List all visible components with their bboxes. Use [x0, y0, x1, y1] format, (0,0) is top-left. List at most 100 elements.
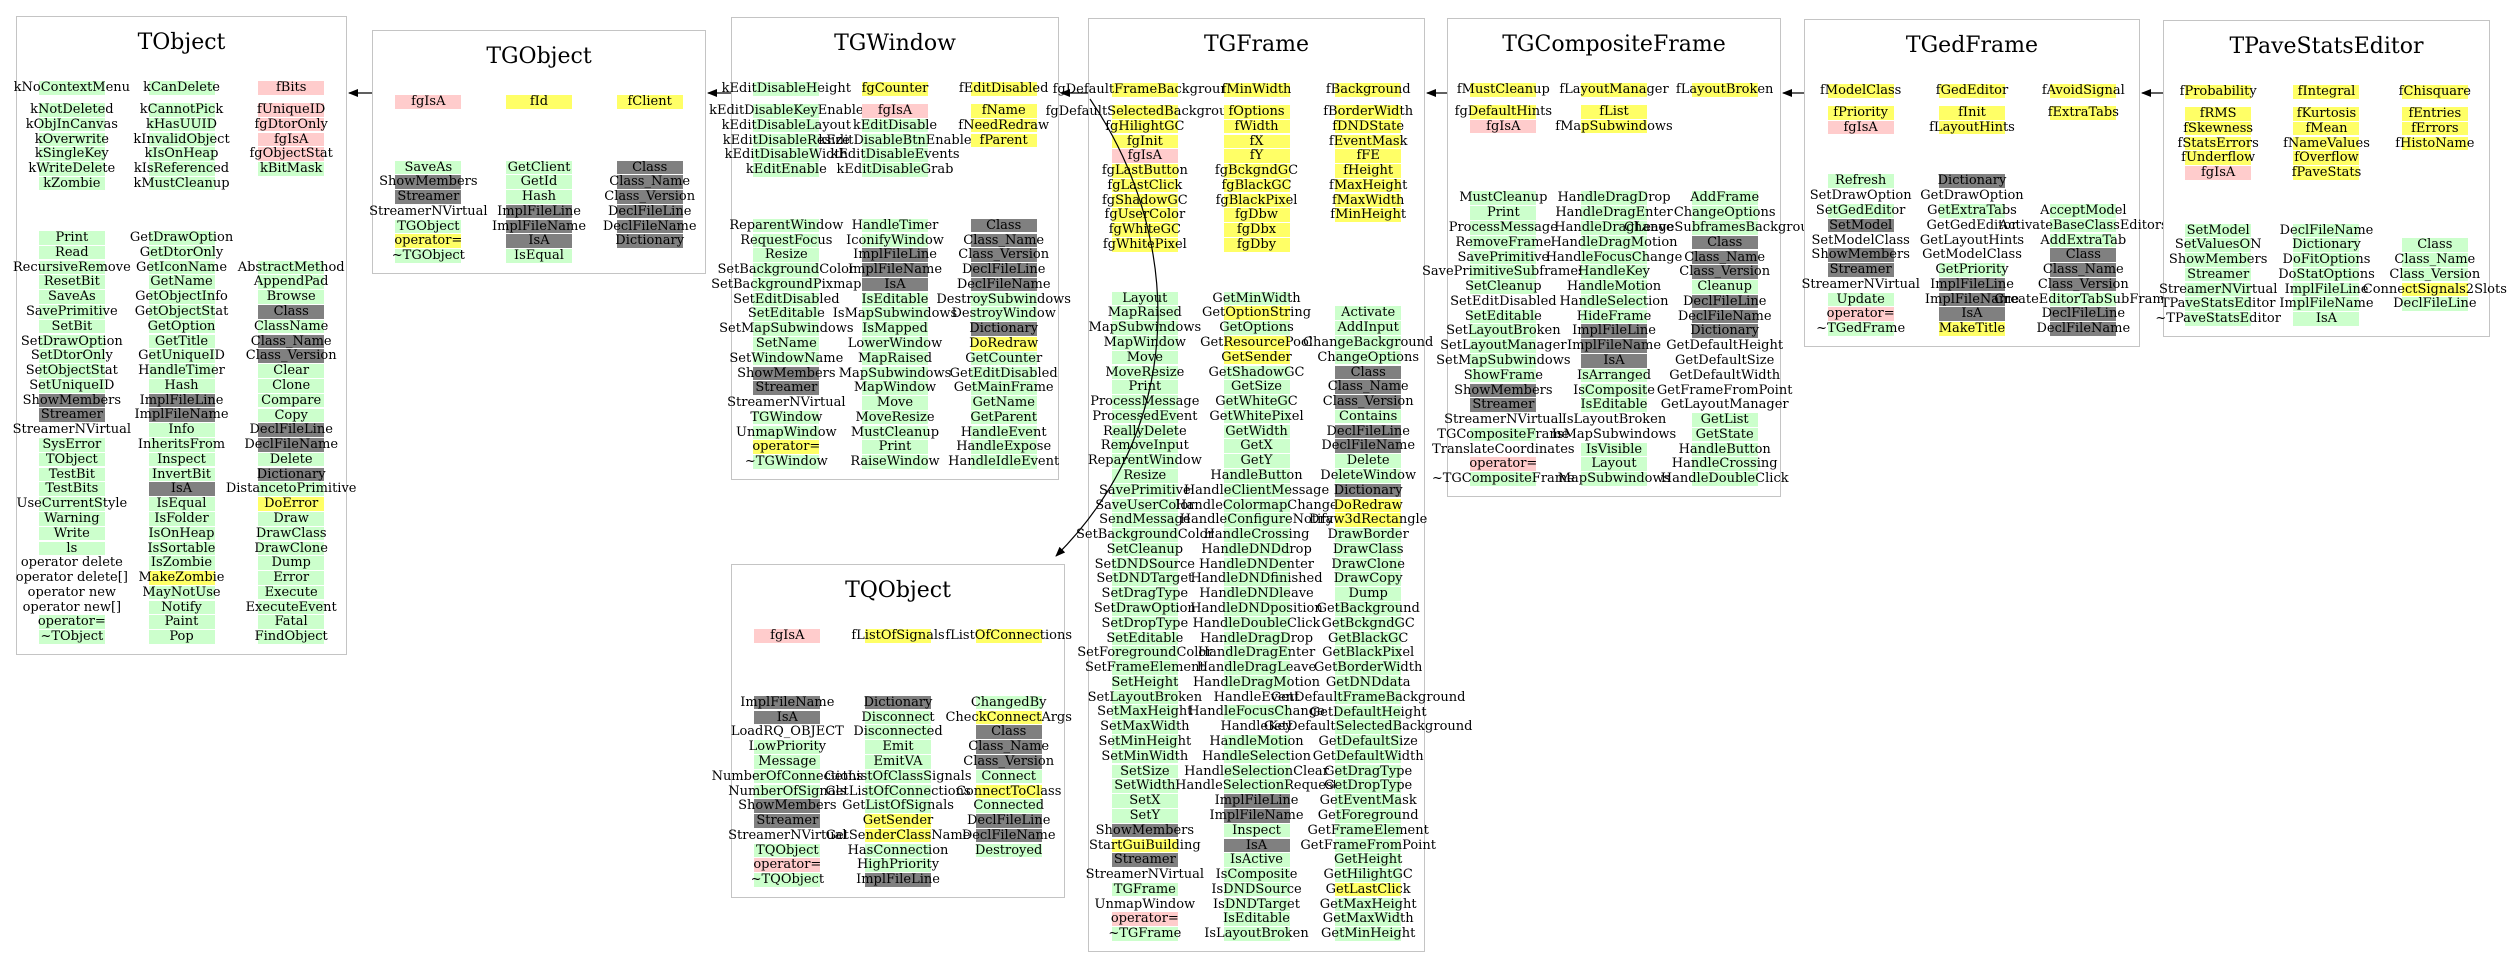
member-cell[interactable]: IsOnHeap [148, 527, 215, 541]
member-cell[interactable]: DrawClone [1331, 557, 1405, 572]
member-cell[interactable]: HandleDNDleave [1199, 587, 1314, 601]
member-cell[interactable]: HandleKey [1578, 265, 1650, 279]
member-cell[interactable]: RemoveInput [1101, 439, 1189, 454]
member-cell[interactable]: SavePrimitive [26, 305, 118, 319]
member-cell[interactable]: kEditDisableLayout [722, 119, 851, 133]
member-cell[interactable]: fMapSubwindows [1555, 120, 1673, 134]
member-cell[interactable]: ImplFileName [1925, 292, 2019, 307]
member-cell[interactable]: GetTitle [148, 334, 215, 349]
member-cell[interactable]: ls [38, 541, 105, 556]
member-cell[interactable]: kIsReferenced [134, 162, 229, 176]
member-cell[interactable]: HandleDNDenter [1199, 557, 1314, 572]
member-cell[interactable]: SetDrawOption [1094, 602, 1196, 616]
member-cell[interactable]: operator= [752, 440, 820, 455]
class-title[interactable]: TQObject [845, 577, 951, 603]
member-cell[interactable]: fPriority [1827, 106, 1894, 120]
member-cell[interactable]: GetName [970, 396, 1037, 410]
member-cell[interactable]: TObject [38, 453, 105, 467]
member-cell[interactable]: DeclFileLine [249, 423, 333, 437]
member-cell[interactable]: GetWhiteGC [1215, 395, 1298, 409]
member-cell[interactable]: operator new [28, 586, 116, 600]
member-cell[interactable]: StreamerNVirtual [13, 423, 131, 437]
member-cell[interactable]: HandleButton [1679, 442, 1771, 457]
member-cell[interactable]: fIntegral [2293, 85, 2360, 99]
member-cell[interactable]: SetWidth [1111, 779, 1178, 793]
member-cell[interactable]: StreamerNVirtual [728, 829, 846, 843]
member-cell[interactable]: MapRaised [858, 352, 932, 366]
member-cell[interactable]: DeclFileName [962, 829, 1056, 843]
member-cell[interactable]: GetDefaultWidth [1669, 369, 1780, 383]
member-cell[interactable]: Class_Version [958, 248, 1049, 262]
member-cell[interactable]: kIsOnHeap [145, 147, 218, 161]
member-cell[interactable]: fSkewness [2183, 122, 2253, 136]
member-cell[interactable]: GetFrameFromPoint [1657, 383, 1793, 398]
member-cell[interactable]: kNotDeleted [30, 103, 114, 117]
member-cell[interactable]: StreamerNVirtual [369, 205, 487, 219]
member-cell[interactable]: TestBits [38, 482, 105, 496]
class-title[interactable]: TPaveStatsEditor [2229, 33, 2424, 59]
member-cell[interactable]: ImplFileLine [853, 248, 937, 262]
member-cell[interactable]: IsA [1581, 354, 1647, 368]
member-cell[interactable]: fgLastClick [1107, 179, 1182, 193]
member-cell[interactable]: SetMinWidth [1101, 750, 1188, 764]
member-cell[interactable]: IsZombie [148, 556, 215, 570]
member-cell[interactable]: fListOfSignals [851, 629, 945, 643]
member-cell[interactable]: UseCurrentStyle [16, 497, 127, 511]
member-cell[interactable]: GetBlackGC [1328, 631, 1408, 646]
member-cell[interactable]: ImplFileName [492, 219, 586, 234]
member-cell[interactable]: DeclFileLine [2042, 307, 2125, 322]
member-cell[interactable]: GetMaxWidth [1323, 912, 1414, 927]
member-cell[interactable]: Print [862, 440, 928, 455]
member-cell[interactable]: GetDefaultWidth [1313, 750, 1424, 764]
member-cell[interactable]: SendMessage [1099, 513, 1191, 527]
member-cell[interactable]: fClient [616, 95, 683, 109]
member-cell[interactable]: kEditDisableWidth [725, 148, 848, 162]
member-cell[interactable]: MustCleanup [851, 425, 939, 440]
member-cell[interactable]: DrawClass [1333, 543, 1404, 557]
member-cell[interactable]: HandleFocusChange [1188, 705, 1325, 720]
member-cell[interactable]: HandleTimer [852, 219, 938, 233]
member-cell[interactable]: GetEventMask [1320, 794, 1417, 808]
member-cell[interactable]: GetCounter [965, 352, 1042, 366]
member-cell[interactable]: MapRaised [1108, 306, 1182, 320]
member-cell[interactable]: SetBackgroundColor [1076, 528, 1214, 542]
member-cell[interactable]: StreamerNVirtual [1801, 278, 1919, 292]
member-cell[interactable]: ActivateBaseClassEditors [1999, 219, 2168, 233]
member-cell[interactable]: Contains [1335, 410, 1402, 424]
member-cell[interactable]: IsComposite [1216, 868, 1297, 882]
member-cell[interactable]: Class_Version [2038, 278, 2129, 292]
class-title[interactable]: TGedFrame [1905, 32, 2039, 58]
member-cell[interactable]: kEditDisableGrab [837, 163, 953, 177]
member-cell[interactable]: fList [1581, 105, 1647, 119]
member-cell[interactable]: RecursiveRemove [13, 260, 131, 275]
member-cell[interactable]: Pop [148, 630, 215, 644]
member-cell[interactable]: DeclFileName [1321, 439, 1415, 454]
member-cell[interactable]: kEditDisableResize [723, 133, 850, 148]
member-cell[interactable]: DeclFileName [2280, 223, 2373, 238]
member-cell[interactable]: SetWindowName [729, 352, 843, 366]
member-cell[interactable]: HandleDragEnter [1198, 646, 1315, 660]
member-cell[interactable]: kObjInCanvas [26, 118, 118, 132]
member-cell[interactable]: IconifyWindow [846, 233, 944, 248]
member-cell[interactable]: kEditDisable [853, 119, 937, 133]
member-cell[interactable]: ReallyDelete [1103, 424, 1187, 439]
member-cell[interactable]: SetMaxWidth [1100, 720, 1190, 734]
member-cell[interactable]: fGedEditor [1936, 84, 2008, 98]
member-cell[interactable]: Emit [865, 740, 931, 754]
member-cell[interactable]: fNameValues [2283, 136, 2370, 151]
member-cell[interactable]: fgIsA [1827, 121, 1894, 135]
member-cell[interactable]: SetDtorOnly [31, 349, 113, 363]
member-cell[interactable]: AddExtraTab [2040, 233, 2126, 248]
member-cell[interactable]: Class_Name [2043, 263, 2124, 277]
member-cell[interactable]: Clear [258, 364, 325, 378]
member-cell[interactable]: GetFrameElement [1308, 824, 1429, 838]
member-cell[interactable]: HandleButton [1210, 469, 1303, 483]
class-title[interactable]: TObject [137, 29, 226, 55]
member-cell[interactable]: Copy [258, 408, 325, 423]
member-cell[interactable]: fgBlackPixel [1216, 193, 1297, 208]
member-cell[interactable]: Class_Name [963, 233, 1044, 248]
member-cell[interactable]: GetFrameFromPoint [1300, 838, 1436, 853]
member-cell[interactable]: HandleCrossing [1204, 528, 1309, 542]
member-cell[interactable]: Delete [1335, 454, 1402, 468]
member-cell[interactable]: kEditDisableEvents [830, 148, 960, 162]
